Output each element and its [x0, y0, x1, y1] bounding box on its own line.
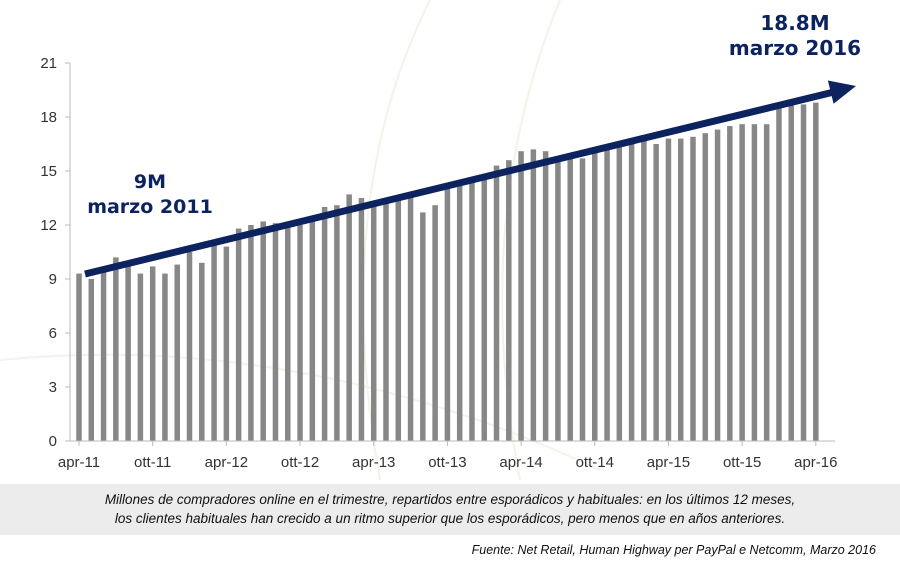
bar: [727, 126, 733, 441]
bar: [125, 266, 131, 441]
bar: [100, 270, 107, 441]
x-tick-label: ott-11: [134, 454, 171, 471]
bar: [223, 246, 230, 441]
x-tick-label: ott-14: [576, 454, 614, 471]
bar: [555, 156, 561, 441]
bar: [358, 198, 365, 441]
bar: [813, 102, 819, 441]
bar: [420, 212, 426, 441]
bar: [641, 135, 647, 441]
start-date: marzo 2011: [87, 196, 213, 218]
bar: [469, 180, 475, 441]
bar: [653, 144, 659, 441]
x-tick-label: apr-12: [205, 454, 248, 471]
bar: [530, 149, 537, 441]
end-date: marzo 2016: [728, 36, 862, 60]
caption: Millones de compradores online en el tri…: [0, 484, 900, 535]
bar: [592, 149, 598, 441]
bar: [616, 145, 623, 442]
bar: [309, 217, 316, 441]
bar: [285, 226, 291, 441]
x-tick-label: ott-13: [428, 454, 466, 471]
bar: [604, 147, 610, 441]
bar: [272, 223, 279, 441]
bar: [628, 140, 635, 441]
y-tick-label: 12: [40, 217, 57, 234]
y-tick-label: 18: [40, 109, 57, 126]
y-axis: 0 3 6 9 12 15 18 21: [40, 55, 71, 450]
bar: [334, 205, 340, 441]
bar: [346, 194, 352, 441]
bar: [739, 124, 745, 441]
bar: [174, 264, 180, 441]
bar: [714, 129, 721, 441]
start-value: 9M: [133, 171, 167, 193]
bar: [297, 225, 303, 441]
bar: [444, 189, 451, 441]
bar: [370, 201, 377, 441]
bar: [481, 176, 487, 441]
end-annotation: 18.8M marzo 2016: [725, 11, 865, 61]
bar: [235, 228, 242, 441]
x-tick-label: apr-11: [58, 454, 100, 471]
bar: [493, 165, 500, 441]
bar: [321, 207, 328, 441]
bar: [456, 183, 463, 441]
bar: [137, 273, 144, 441]
start-annotation: 9M marzo 2011: [80, 170, 220, 220]
bar: [149, 266, 156, 441]
x-tick-label: apr-14: [499, 454, 542, 471]
y-tick-label: 6: [49, 325, 57, 342]
bar: [665, 138, 672, 441]
bar: [690, 136, 696, 442]
bar: [800, 104, 807, 442]
source-note: Fuente: Net Retail, Human Highway per Pa…: [471, 543, 876, 557]
bar: [751, 124, 758, 441]
bar: [776, 104, 782, 442]
y-tick-label: 15: [40, 163, 57, 180]
bar: [567, 154, 573, 442]
bar: [407, 196, 414, 441]
bar: [763, 124, 770, 441]
trend-line: [84, 87, 839, 278]
bars: [76, 102, 819, 442]
bar: [395, 199, 402, 441]
bar: [76, 273, 82, 441]
caption-line-2: los clientes habituales han crecido a un…: [114, 511, 786, 526]
bar: [113, 257, 119, 441]
bar: [518, 151, 524, 441]
bar: [88, 279, 95, 441]
bar: [211, 244, 217, 441]
y-tick-label: 0: [49, 433, 57, 450]
x-tick-label: ott-15: [723, 454, 761, 471]
end-value: 18.8M: [760, 11, 830, 35]
trend-arrow: [84, 80, 856, 278]
y-tick-label: 9: [49, 271, 57, 288]
bar: [579, 158, 586, 441]
bar: [788, 104, 794, 442]
bar: [383, 203, 389, 441]
bar: [702, 133, 709, 441]
x-tick-label: ott-12: [281, 454, 319, 471]
bar: [199, 262, 205, 441]
bar: [506, 160, 512, 441]
x-tick-label: apr-16: [794, 454, 837, 471]
bar: [186, 252, 193, 441]
x-tick-label: apr-13: [352, 454, 395, 471]
x-axis: apr-11 ott-11 apr-12 ott-12 apr-13 ott-13 apr-…: [58, 440, 837, 471]
x-tick-label: apr-15: [647, 454, 690, 471]
y-tick-label: 21: [40, 55, 57, 72]
bar: [677, 138, 684, 441]
arrow-head-icon: [827, 80, 856, 104]
bar: [432, 205, 438, 441]
y-tick-label: 3: [49, 379, 57, 396]
bar: [162, 273, 168, 441]
bar: [542, 151, 549, 441]
bar: [260, 221, 266, 441]
caption-line-1: Millones de compradores online en el tri…: [104, 492, 796, 507]
bar: [248, 225, 254, 441]
